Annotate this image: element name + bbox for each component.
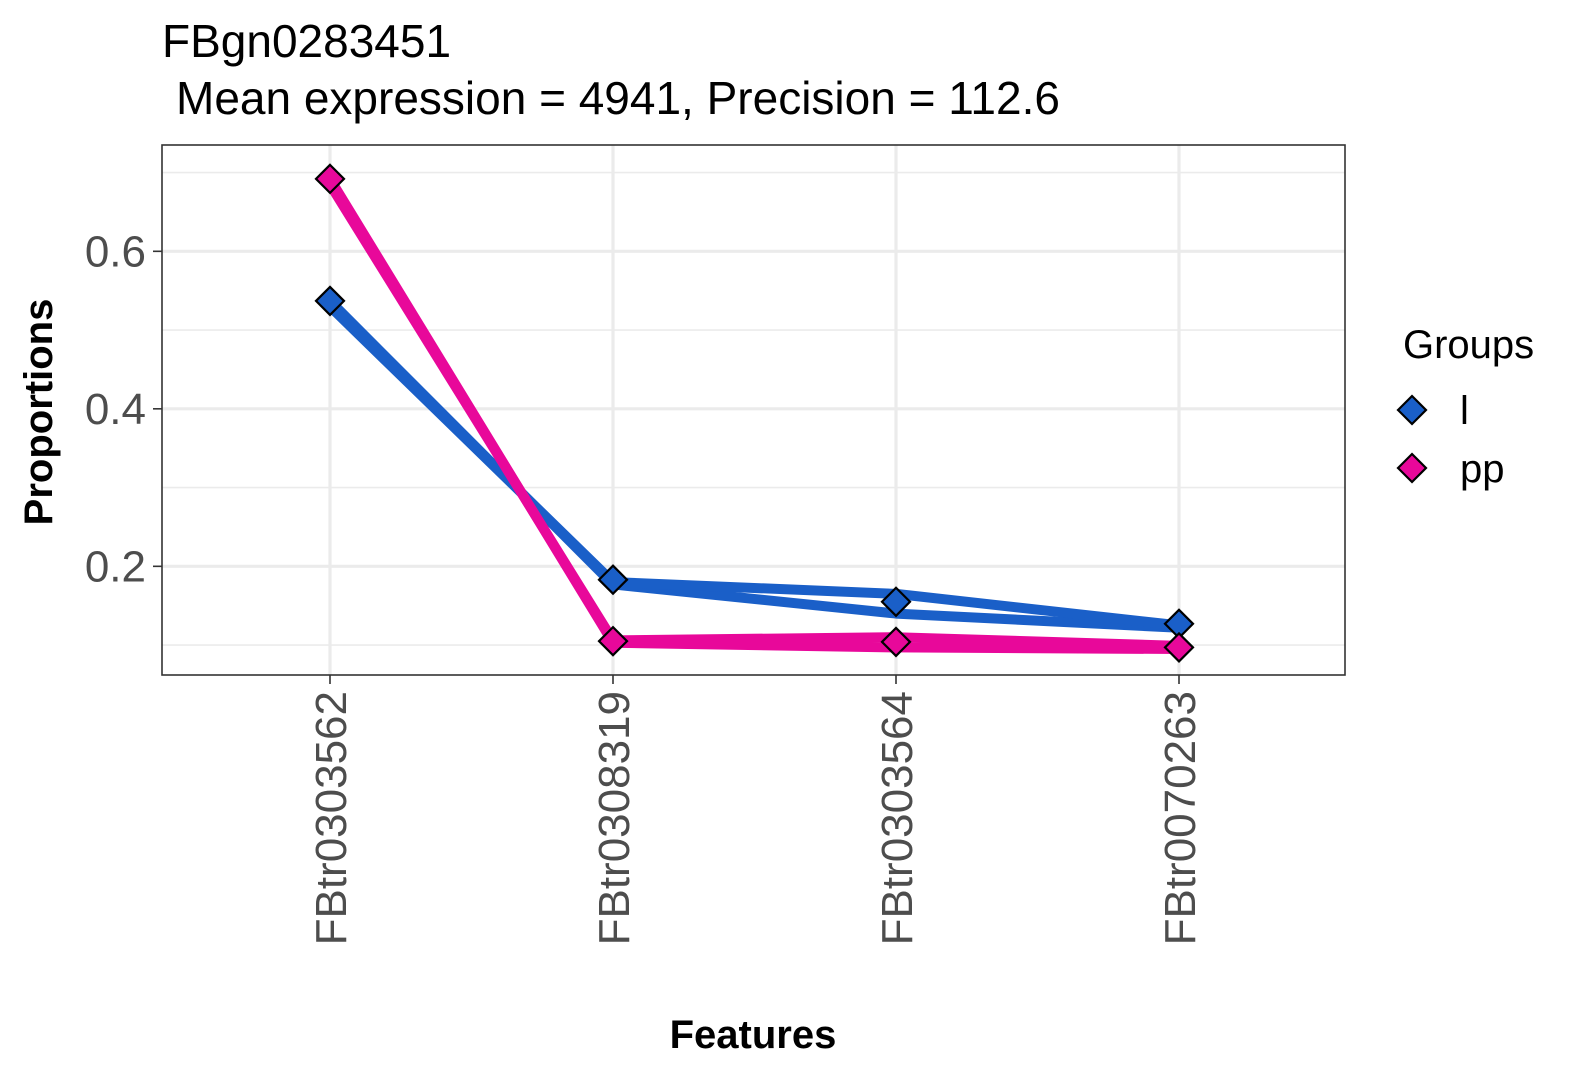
legend: Groups l pp xyxy=(1396,323,1534,491)
x-axis: FBtr0303562 FBtr0308319 FBtr0303564 FBtr007… xyxy=(307,675,1205,945)
data-point xyxy=(597,625,629,657)
markers-l xyxy=(314,285,1195,640)
series-line xyxy=(325,179,1184,651)
plot-border xyxy=(161,144,1346,676)
chart-subtitle: Mean expression = 4941, Precision = 112.… xyxy=(176,72,1060,124)
y-axis: 0.2 0.4 0.6 xyxy=(85,227,162,591)
data-point xyxy=(880,626,912,658)
y-tick-label: 0.2 xyxy=(85,542,146,591)
data-point xyxy=(1163,631,1195,663)
x-tick-label: FBtr0303562 xyxy=(307,691,356,945)
series-pp xyxy=(325,173,1184,655)
series-l xyxy=(325,295,1184,633)
y-tick-label: 0.4 xyxy=(85,385,146,434)
y-axis-title: Proportions xyxy=(17,299,61,526)
series-line xyxy=(325,301,1184,631)
chart-title: FBgn0283451 xyxy=(162,15,451,67)
legend-label: l xyxy=(1460,389,1469,433)
x-tick-label: FBtr0070263 xyxy=(1156,691,1205,945)
legend-key xyxy=(1396,452,1428,484)
legend-label: pp xyxy=(1460,447,1505,491)
markers-pp xyxy=(314,163,1195,663)
series-layer xyxy=(314,163,1195,663)
data-point xyxy=(597,564,629,596)
y-tick-label: 0.6 xyxy=(85,227,146,276)
legend-key xyxy=(1396,394,1428,426)
x-axis-title: Features xyxy=(670,1013,837,1057)
data-point xyxy=(314,285,346,317)
data-point xyxy=(314,163,346,195)
x-tick-label: FBtr0308319 xyxy=(590,691,639,945)
legend-title: Groups xyxy=(1403,323,1534,367)
x-tick-label: FBtr0303564 xyxy=(873,691,922,945)
data-point xyxy=(880,586,912,618)
